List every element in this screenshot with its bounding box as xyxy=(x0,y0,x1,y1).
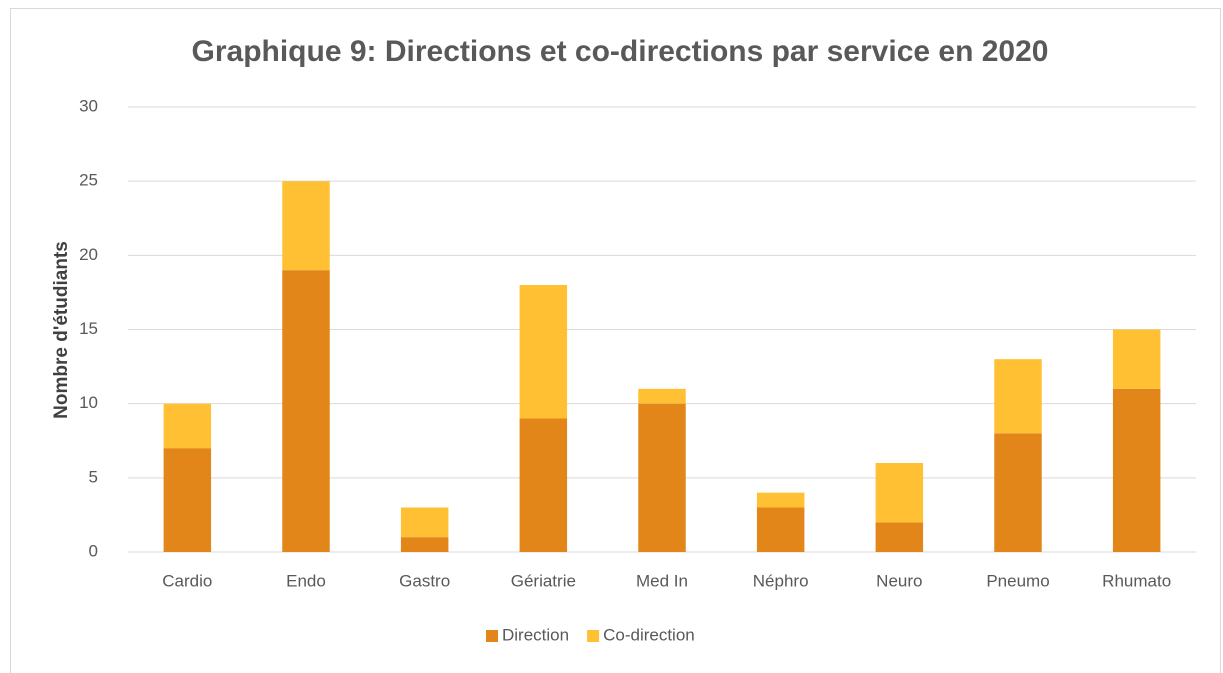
y-tick-label: 5 xyxy=(89,467,98,486)
bar-segment xyxy=(282,181,330,271)
y-tick-label: 25 xyxy=(79,171,98,190)
bar-segment xyxy=(163,403,212,449)
bar-segment xyxy=(163,448,212,552)
y-tick-label: 30 xyxy=(79,96,98,115)
y-tick-label: 0 xyxy=(89,541,98,560)
bar-segment xyxy=(1112,388,1161,552)
y-tick-label: 10 xyxy=(79,393,98,412)
x-tick-label: Neuro xyxy=(876,571,922,590)
x-tick-label: Gastro xyxy=(399,571,450,590)
bar-segment xyxy=(1112,329,1161,389)
x-tick-label: Rhumato xyxy=(1102,571,1171,590)
y-tick-label: 20 xyxy=(79,245,98,264)
x-tick-label: Gériatrie xyxy=(511,571,576,590)
bar-segment xyxy=(400,507,449,538)
legend-swatch xyxy=(486,630,498,642)
bar-segment xyxy=(519,285,568,419)
bar-segment xyxy=(638,388,686,404)
bar-segment xyxy=(875,522,924,552)
bar-segment xyxy=(994,433,1042,552)
legend-swatch xyxy=(587,630,600,642)
legend-label: Direction xyxy=(502,625,569,644)
x-tick-label: Endo xyxy=(286,571,326,590)
bar-segment xyxy=(400,537,449,552)
x-tick-label: Cardio xyxy=(162,571,212,590)
bar-segment xyxy=(756,492,805,508)
chart-frame xyxy=(10,8,1221,673)
bar-segment xyxy=(756,507,805,552)
bar-segment xyxy=(875,463,924,523)
x-tick-label: Néphro xyxy=(753,571,809,590)
x-tick-label: Med In xyxy=(636,571,688,590)
chart-title: Graphique 9: Directions et co-directions… xyxy=(192,35,1049,68)
bar-segment xyxy=(994,359,1042,434)
legend-label: Co-direction xyxy=(603,625,695,644)
bar-segment xyxy=(519,418,568,552)
bar-segment xyxy=(282,270,330,552)
x-tick-label: Pneumo xyxy=(986,571,1049,590)
y-axis-title: Nombre d'étudiants xyxy=(51,241,72,419)
bar-segment xyxy=(638,403,686,552)
y-tick-label: 15 xyxy=(79,319,98,338)
